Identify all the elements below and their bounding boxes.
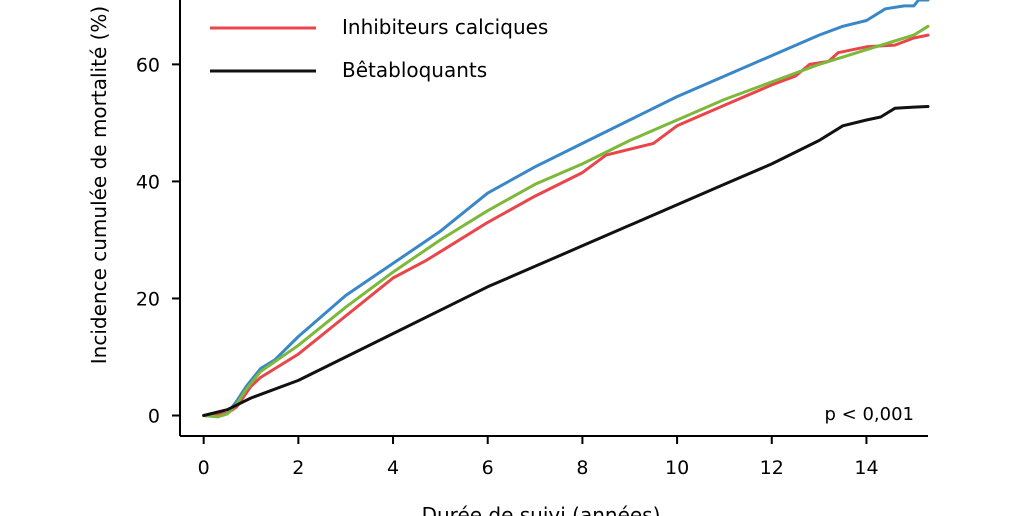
series-layer bbox=[202, 0, 930, 419]
axes: 0 20 40 60 0 2 4 6 8 10 12 14 bbox=[136, 0, 928, 479]
p-value-annotation: p < 0,001 bbox=[825, 404, 914, 425]
y-axis-title: Incidence cumulée de mortalité (%) bbox=[87, 6, 111, 364]
legend-label: Inhibiteurs calciques bbox=[342, 15, 548, 39]
series-line-1 bbox=[202, 33, 930, 417]
x-tick-label: 12 bbox=[760, 457, 784, 479]
y-tick-label: 60 bbox=[136, 54, 160, 76]
series-line-0 bbox=[202, 0, 930, 419]
y-tick-label: 20 bbox=[136, 288, 160, 310]
x-axis-title: Durée de suivi (années) bbox=[422, 503, 661, 516]
series-line-3 bbox=[202, 105, 930, 417]
x-tick-label: 14 bbox=[854, 457, 878, 479]
x-tick-label: 2 bbox=[292, 457, 304, 479]
x-tick-label: 10 bbox=[665, 457, 689, 479]
x-tick-label: 8 bbox=[576, 457, 588, 479]
x-tick-label: 4 bbox=[387, 457, 399, 479]
y-tick-label: 40 bbox=[136, 171, 160, 193]
x-tick-label: 0 bbox=[198, 457, 210, 479]
x-tick-label: 6 bbox=[482, 457, 494, 479]
y-tick-label: 0 bbox=[148, 406, 160, 428]
series-line-2 bbox=[202, 24, 930, 419]
legend: Inhibiteurs calciques Bêtabloquants bbox=[210, 15, 548, 82]
legend-label: Bêtabloquants bbox=[342, 58, 487, 82]
